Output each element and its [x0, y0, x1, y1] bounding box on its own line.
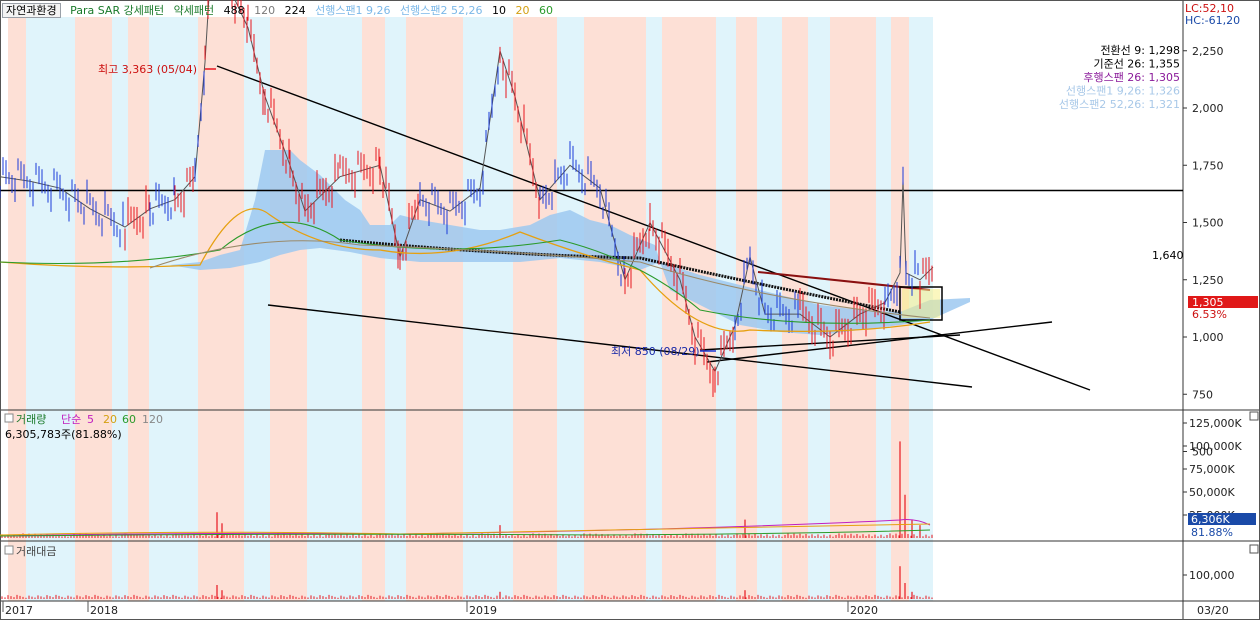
sar-indicator-label[interactable]: Para SAR 강세패턴 [70, 4, 165, 17]
hc-label: HC:-61,20 [1185, 14, 1240, 27]
highlight-box [899, 286, 943, 321]
price-tick-label: 500 [1192, 446, 1213, 459]
axes: 3,5003,2503,0002,7502,5002,2502,0001,750… [2, 0, 1242, 617]
session-band [128, 17, 149, 601]
level-annotation: 1,640 [1152, 249, 1184, 262]
volume-panel-icon [4, 413, 14, 423]
ichimoku-legend-item: 선행스팬1 9,26: 1,326 [1066, 85, 1180, 98]
volume-ma5-label: 5 [87, 413, 94, 426]
x-tick-label: 2018 [90, 604, 118, 617]
span1-label: 선행스팬1 9,26 [315, 4, 391, 17]
volume-close-icon [1249, 411, 1259, 421]
amount-close-icon [1249, 544, 1259, 554]
param-2: 120 [254, 4, 276, 17]
price-tick-label: 750 [1192, 388, 1213, 401]
session-band [307, 17, 362, 601]
volume-badge-pct: 81.88% [1191, 526, 1233, 539]
x-tick-label: 2020 [850, 604, 878, 617]
price-change: 6.53% [1192, 308, 1227, 321]
amount-panel-icon [4, 545, 14, 555]
session-band [584, 17, 646, 601]
weak-pattern-label: 약세패턴 [173, 4, 215, 17]
price-tick-label: 1,750 [1192, 159, 1224, 172]
volume-ma20-label: 20 [103, 413, 117, 426]
price-tick-label: 2,500 [1192, 0, 1224, 1]
price-tick-label: 1,000 [1192, 331, 1224, 344]
price-tick-label: 1,500 [1192, 217, 1224, 230]
volume-title: 거래량 [16, 413, 46, 426]
ma60-line [0, 221, 931, 324]
session-band [26, 17, 75, 601]
session-band [463, 17, 513, 601]
ichimoku-legend-item: 선행스팬2 52,26: 1,321 [1059, 98, 1180, 111]
session-bands [8, 17, 933, 601]
session-band [513, 17, 557, 601]
volume-badge-bg [1188, 513, 1256, 525]
price-badge-bg [1188, 296, 1258, 308]
session-band [557, 17, 584, 601]
param-1: 488 [223, 4, 245, 17]
trend-line [706, 321, 1053, 363]
session-band [198, 17, 244, 601]
price-tick-label: 2,000 [1192, 102, 1224, 115]
ma10-label: 10 [492, 4, 507, 17]
session-band [406, 17, 463, 601]
volume-ma60-label: 60 [122, 413, 136, 426]
ma20-label: 20 [515, 4, 530, 17]
amount-title: 거래대금 [16, 545, 56, 558]
session-band [385, 17, 406, 601]
mode-button[interactable]: 자연과환경 [2, 3, 61, 18]
amount-tick-label: 100,000 [1189, 569, 1235, 582]
volume-ma-label: 단순 [61, 413, 81, 426]
session-band [149, 17, 198, 601]
ma20-line [0, 208, 931, 333]
amount-series [1, 566, 933, 599]
session-band [244, 17, 270, 601]
volume-ma120-label: 120 [142, 413, 163, 426]
price-badge: 1,305 [1192, 296, 1224, 309]
volume-ma60 [0, 529, 931, 537]
volume-tick-label: 75,000K [1189, 463, 1235, 476]
span2-label: 선행스팬2 52,26 [400, 4, 483, 17]
lc-label: LC:52,10 [1185, 2, 1234, 15]
volume-tick-label: 125,000K [1189, 417, 1242, 430]
session-band [8, 17, 26, 601]
volume-tick-label: 100,000K [1189, 440, 1242, 453]
param-3: 224 [284, 4, 306, 17]
trend-line [267, 304, 973, 388]
chart-header: 자연과환경 Para SAR 강세패턴 약세패턴 488 120 224 선행스… [2, 2, 559, 18]
volume-current: 6,305,783주(81.88%) [5, 428, 122, 441]
session-band [646, 17, 662, 601]
x-tick-label: 2019 [469, 604, 497, 617]
price-series [0, 0, 934, 398]
session-band [362, 17, 385, 601]
highlight-box-fill [902, 289, 940, 318]
low-annotation: 최저 850 (08/29) [611, 345, 700, 358]
ma60-label: 60 [539, 4, 554, 17]
price-tick-label: 1,250 [1192, 274, 1224, 287]
volume-series [0, 441, 933, 538]
ichimoku-legend-item: 전환선 9: 1,298 [1100, 44, 1180, 57]
ichimoku-legend-item: 기준선 26: 1,355 [1093, 58, 1180, 71]
session-band [112, 17, 128, 601]
x-right-label: 03/20 [1197, 604, 1229, 617]
volume-badge: 6,306K [1191, 513, 1230, 526]
session-band [75, 17, 112, 601]
x-tick-label: 2017 [5, 604, 33, 617]
volume-tick-label: 50,000K [1189, 486, 1235, 499]
price-tick-label: 2,250 [1192, 45, 1224, 58]
ma120-line [149, 240, 931, 319]
high-annotation: 최고 3,363 (05/04) [98, 63, 197, 76]
ichimoku-legend-item: 후행스팬 26: 1,305 [1083, 71, 1180, 84]
